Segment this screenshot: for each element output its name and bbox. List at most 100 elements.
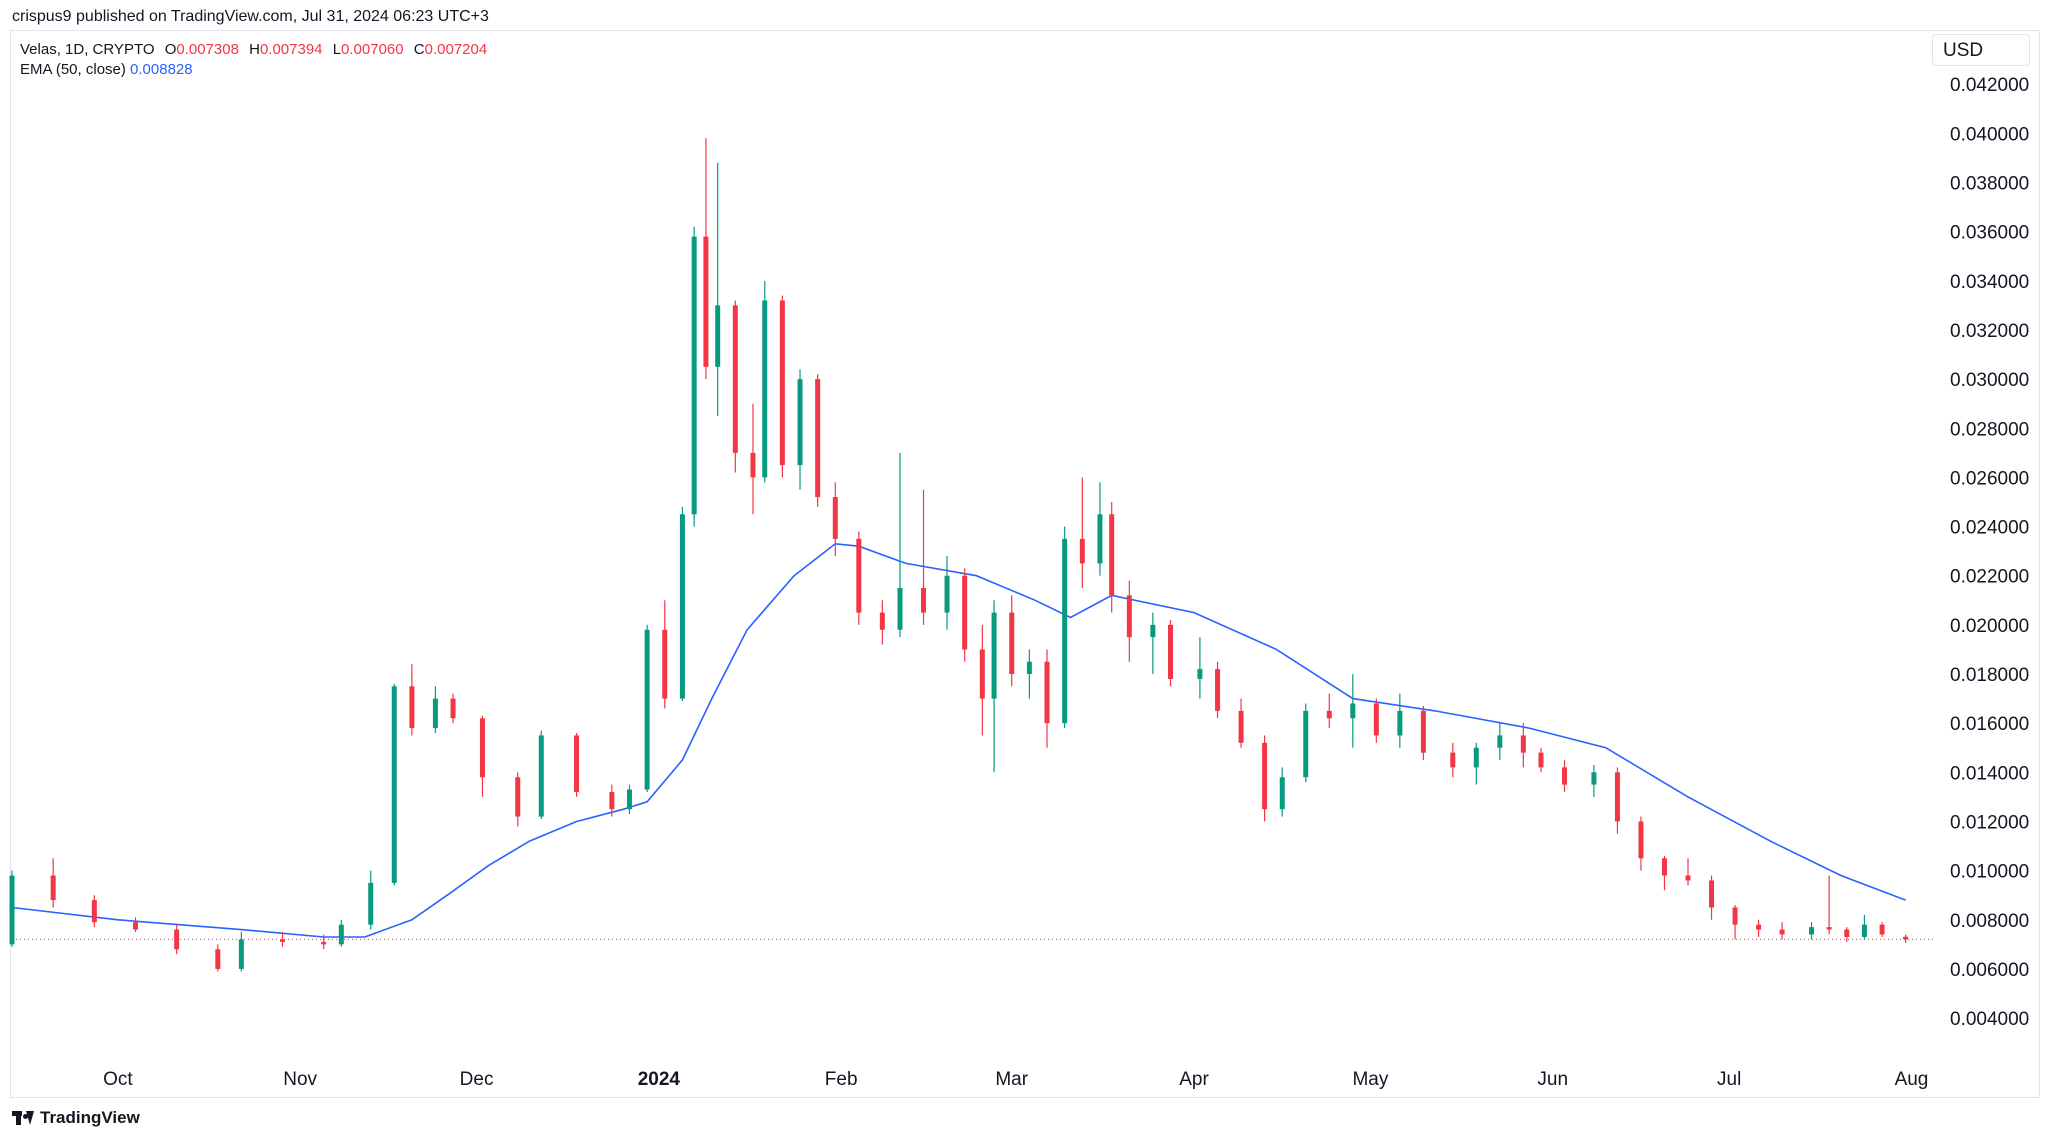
candle[interactable] xyxy=(479,715,485,797)
candle[interactable] xyxy=(1520,723,1526,768)
candle[interactable] xyxy=(944,556,950,630)
candle-body xyxy=(450,698,456,719)
candle[interactable] xyxy=(1614,767,1620,834)
candle[interactable] xyxy=(832,482,838,557)
candle[interactable] xyxy=(1238,698,1244,748)
candle[interactable] xyxy=(50,858,56,908)
tradingview-logo[interactable]: TradingView xyxy=(12,1108,140,1128)
candle[interactable] xyxy=(574,732,580,797)
candle[interactable] xyxy=(1661,855,1667,891)
candle[interactable] xyxy=(1685,858,1691,886)
candle-body xyxy=(1279,777,1285,810)
candle[interactable] xyxy=(1497,723,1503,761)
candle[interactable] xyxy=(1903,934,1909,943)
candle[interactable] xyxy=(280,932,286,947)
candle[interactable] xyxy=(432,686,438,733)
candle[interactable] xyxy=(1197,637,1203,699)
candle[interactable] xyxy=(662,600,668,709)
candle[interactable] xyxy=(691,226,697,527)
candle[interactable] xyxy=(1709,875,1715,920)
candle[interactable] xyxy=(1373,698,1379,743)
candle[interactable] xyxy=(626,784,632,815)
candle[interactable] xyxy=(1044,649,1050,748)
candle[interactable] xyxy=(679,506,685,702)
candle[interactable] xyxy=(962,568,968,662)
candle[interactable] xyxy=(1844,927,1850,942)
candle[interactable] xyxy=(897,452,903,638)
candle[interactable] xyxy=(1126,580,1132,662)
candle[interactable] xyxy=(715,162,721,416)
candle[interactable] xyxy=(1079,477,1085,589)
candle[interactable] xyxy=(979,624,985,736)
candle[interactable] xyxy=(815,374,821,507)
candle[interactable] xyxy=(1420,705,1426,761)
candle[interactable] xyxy=(1150,612,1156,675)
y-tick-label: 0.030000 xyxy=(1950,370,2029,391)
candle[interactable] xyxy=(856,531,862,625)
candle[interactable] xyxy=(609,784,615,817)
candle-body xyxy=(1062,538,1068,724)
candle[interactable] xyxy=(1350,674,1356,748)
candle-body xyxy=(1326,710,1332,719)
candle[interactable] xyxy=(538,730,544,820)
candle[interactable] xyxy=(1109,501,1115,613)
candle[interactable] xyxy=(1397,693,1403,748)
candle[interactable] xyxy=(703,138,709,380)
candle[interactable] xyxy=(879,600,885,645)
candle[interactable] xyxy=(750,403,756,515)
y-tick-label: 0.004000 xyxy=(1950,1009,2029,1030)
candle[interactable] xyxy=(1562,760,1568,792)
candle[interactable] xyxy=(1009,595,1015,687)
candle[interactable] xyxy=(321,934,327,950)
candle[interactable] xyxy=(1861,914,1867,940)
candle[interactable] xyxy=(132,917,138,933)
candle[interactable] xyxy=(921,489,927,625)
candle[interactable] xyxy=(797,369,803,490)
y-tick-label: 0.006000 xyxy=(1950,960,2029,981)
candle[interactable] xyxy=(1538,747,1544,773)
candle[interactable] xyxy=(732,300,738,473)
candle[interactable] xyxy=(991,600,997,773)
ema-line[interactable] xyxy=(11,542,1906,938)
candle[interactable] xyxy=(1809,922,1815,940)
candle[interactable] xyxy=(1450,742,1456,778)
candle[interactable] xyxy=(368,870,374,930)
candle[interactable] xyxy=(1279,767,1285,817)
candle[interactable] xyxy=(1026,649,1032,699)
y-tick-label: 0.018000 xyxy=(1950,665,2029,686)
candle[interactable] xyxy=(1168,619,1174,687)
candle[interactable] xyxy=(1326,693,1332,729)
legend-open-value: 0.007308 xyxy=(176,41,239,58)
candle[interactable] xyxy=(1879,922,1885,937)
candle[interactable] xyxy=(1779,922,1785,940)
candle[interactable] xyxy=(1303,703,1309,783)
candle[interactable] xyxy=(450,693,456,724)
currency-button[interactable]: USD xyxy=(1932,34,2030,66)
candle[interactable] xyxy=(515,772,521,827)
candle[interactable] xyxy=(779,295,785,478)
candle[interactable] xyxy=(1591,764,1597,797)
candle[interactable] xyxy=(1473,742,1479,785)
candle-body xyxy=(1009,612,1015,675)
candle[interactable] xyxy=(1826,875,1832,935)
candle[interactable] xyxy=(338,919,344,947)
chart-frame[interactable] xyxy=(10,30,2040,1098)
candle[interactable] xyxy=(238,932,244,972)
x-tick-label: Dec xyxy=(460,1069,494,1090)
y-tick-label: 0.036000 xyxy=(1950,223,2029,244)
candle[interactable] xyxy=(409,664,415,736)
candle[interactable] xyxy=(1732,905,1738,940)
candle[interactable] xyxy=(215,944,221,972)
candle[interactable] xyxy=(1097,482,1103,576)
candle[interactable] xyxy=(1638,816,1644,871)
candle[interactable] xyxy=(91,895,97,928)
candle[interactable] xyxy=(391,683,397,886)
candle[interactable] xyxy=(1215,661,1221,719)
candle[interactable] xyxy=(762,280,768,483)
candle[interactable] xyxy=(1062,526,1068,729)
candle[interactable] xyxy=(1756,919,1762,937)
candle[interactable] xyxy=(644,624,650,792)
candle[interactable] xyxy=(1262,735,1268,822)
candle[interactable] xyxy=(9,870,15,947)
